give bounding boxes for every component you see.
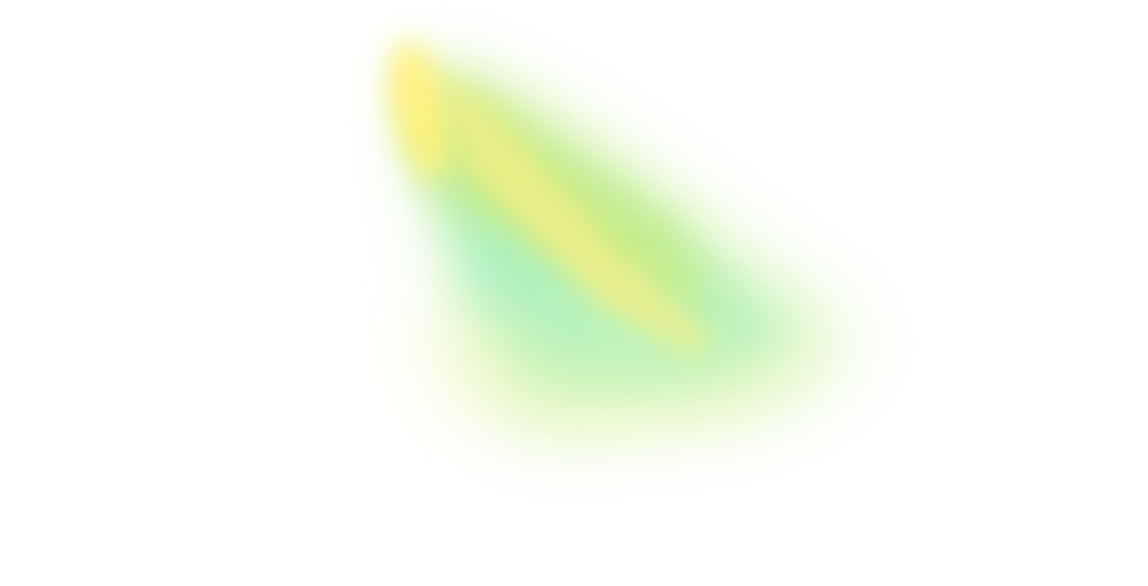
lower-fade: [410, 305, 790, 415]
yellow-streak: [440, 80, 715, 355]
yellow-edge: [388, 41, 452, 179]
